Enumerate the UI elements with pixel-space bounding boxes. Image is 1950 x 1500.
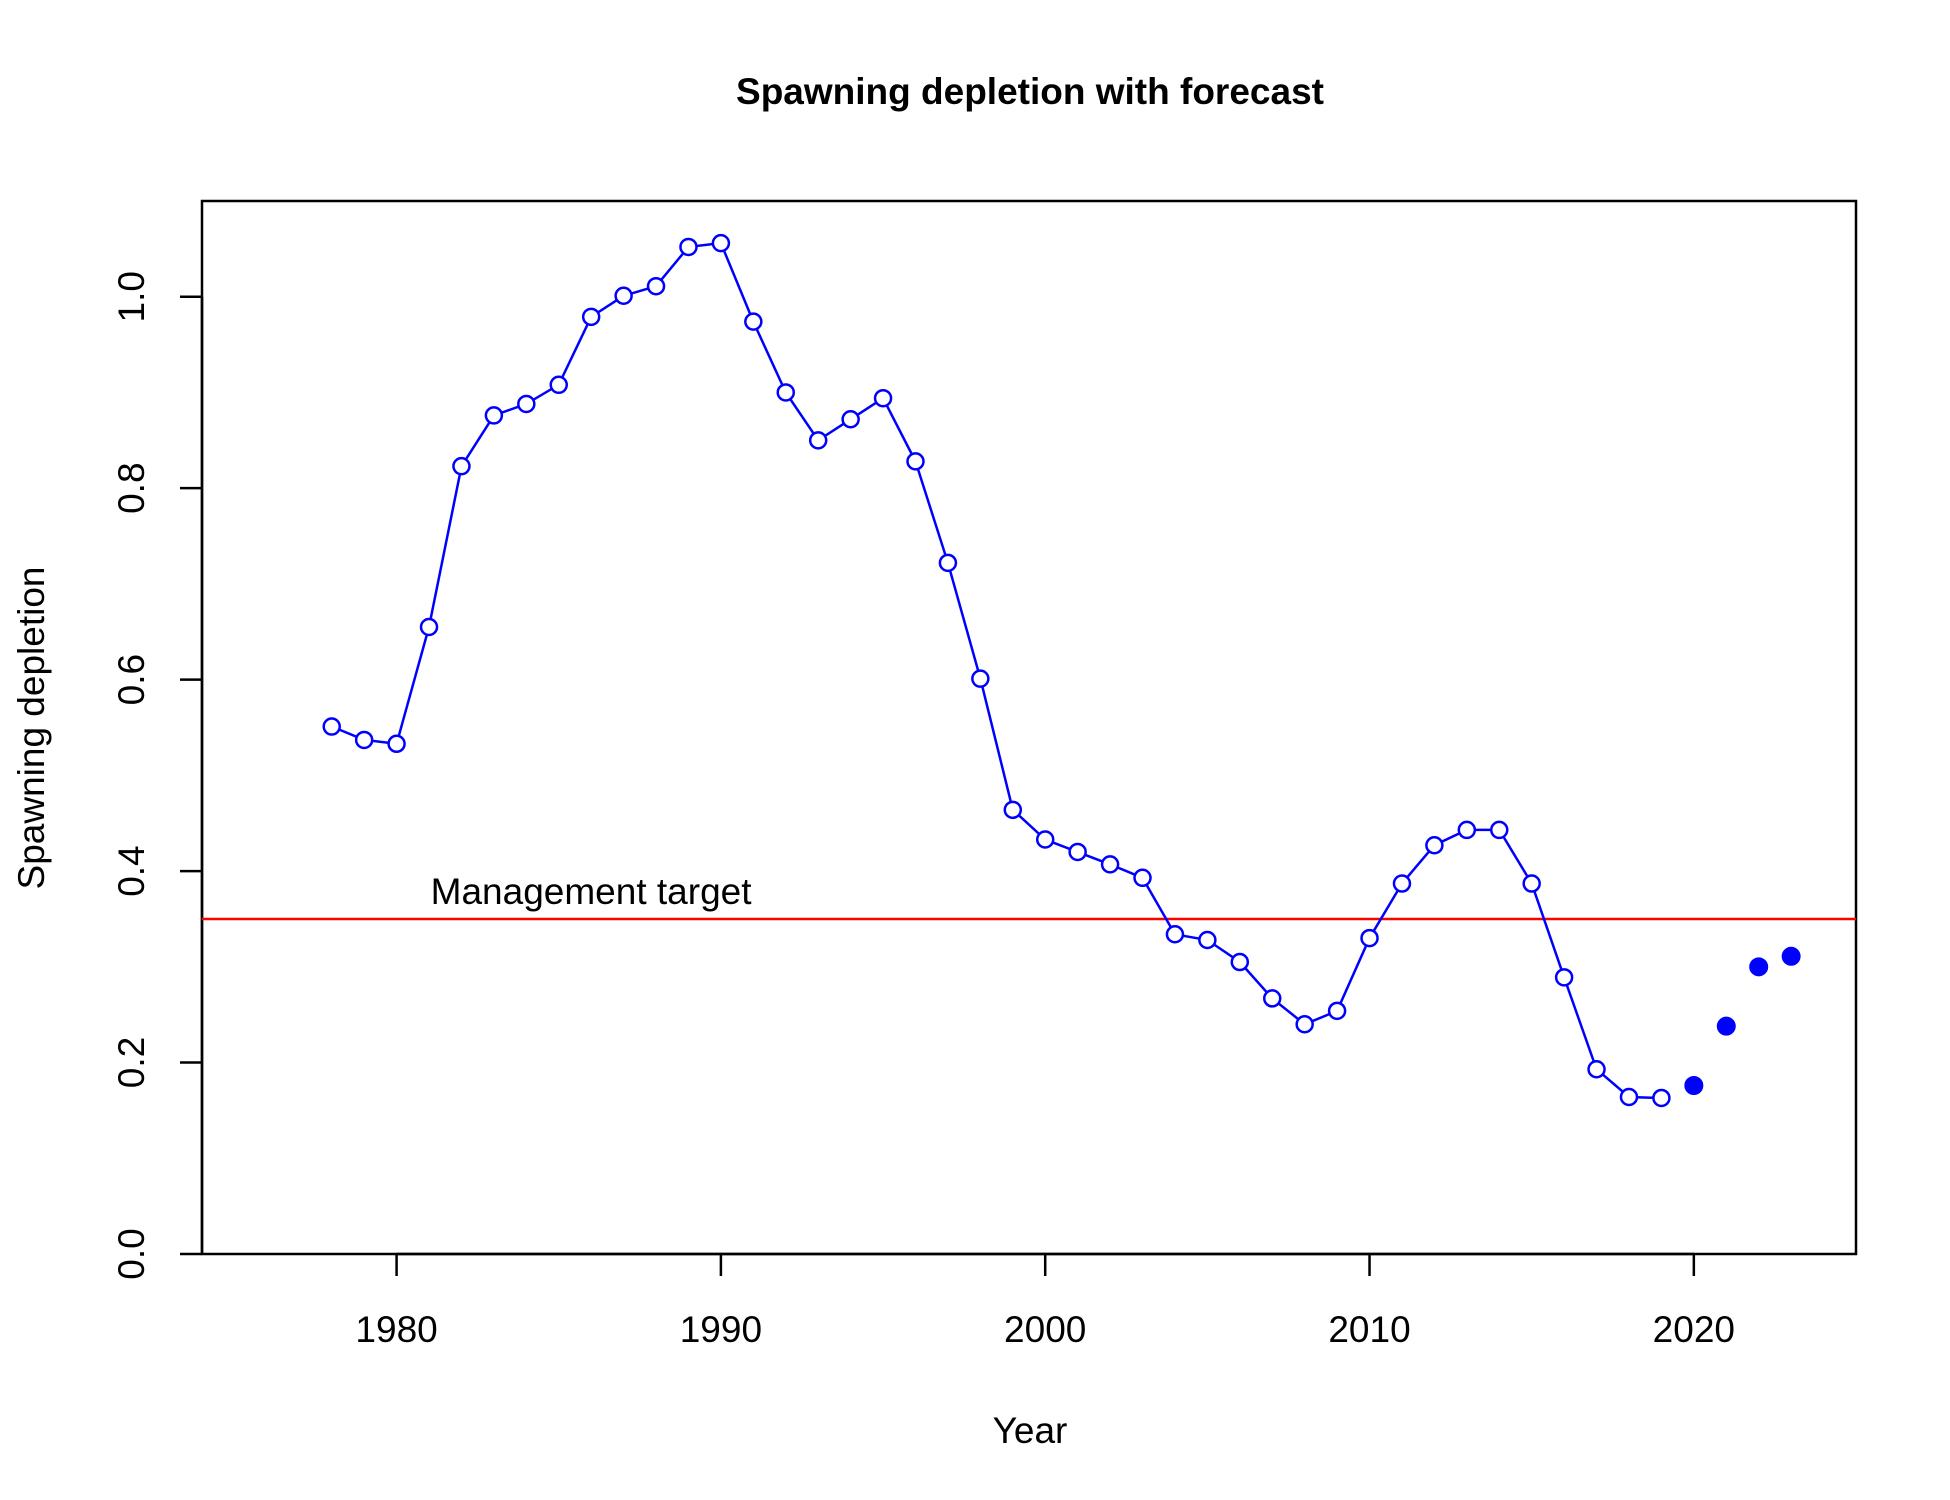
data-point bbox=[1003, 800, 1023, 820]
data-point bbox=[1165, 925, 1185, 944]
data-point bbox=[808, 431, 828, 450]
x-tick-label: 2010 bbox=[1328, 1309, 1410, 1350]
data-point bbox=[1230, 952, 1250, 972]
x-axis: 1980 1990 2000 2010 2020 bbox=[355, 1252, 1735, 1350]
data-point bbox=[354, 730, 374, 750]
data-point bbox=[711, 233, 731, 253]
series-forecast bbox=[1684, 946, 1801, 1096]
x-tick-label: 2020 bbox=[1653, 1309, 1735, 1350]
data-point bbox=[1392, 874, 1412, 893]
series-line bbox=[331, 241, 1662, 1100]
data-point bbox=[1457, 820, 1477, 840]
data-point bbox=[549, 375, 568, 395]
data-point bbox=[1490, 820, 1509, 840]
data-point bbox=[419, 617, 439, 637]
data-point bbox=[614, 286, 633, 306]
y-axis: 0.0 0.2 0.4 0.6 0.8 1.0 bbox=[111, 271, 204, 1280]
forecast-point bbox=[1716, 1016, 1736, 1036]
y-tick-label: 0.8 bbox=[111, 462, 152, 513]
data-point bbox=[646, 276, 666, 296]
data-point bbox=[1587, 1059, 1606, 1079]
x-tick-label: 2000 bbox=[1004, 1309, 1086, 1350]
chart-title: Spawning depletion with forecast bbox=[736, 71, 1324, 112]
data-point bbox=[322, 717, 341, 736]
series-historical bbox=[322, 233, 1671, 1108]
y-tick-label: 0.6 bbox=[111, 654, 152, 705]
x-axis-label: Year bbox=[993, 1410, 1068, 1451]
forecast-point bbox=[1684, 1076, 1704, 1096]
data-point bbox=[1100, 855, 1120, 874]
data-point bbox=[1198, 930, 1217, 950]
y-tick-label: 0.0 bbox=[111, 1228, 152, 1279]
management-target-label: Management target bbox=[431, 871, 753, 912]
data-point bbox=[1652, 1088, 1671, 1108]
data-point bbox=[841, 410, 860, 429]
forecast-point bbox=[1781, 946, 1801, 966]
x-tick-label: 1980 bbox=[355, 1309, 437, 1350]
x-tick-label: 1990 bbox=[680, 1309, 762, 1350]
data-point bbox=[1522, 874, 1541, 893]
data-point bbox=[581, 307, 601, 327]
data-point bbox=[744, 312, 763, 331]
data-point bbox=[452, 456, 471, 476]
data-point bbox=[1360, 928, 1379, 948]
data-point bbox=[1327, 1001, 1347, 1021]
data-point bbox=[1068, 842, 1087, 862]
data-point bbox=[1554, 968, 1574, 987]
data-point bbox=[1295, 1015, 1314, 1034]
data-point bbox=[776, 383, 796, 402]
data-point bbox=[1035, 830, 1055, 849]
data-point bbox=[1425, 835, 1444, 855]
data-point bbox=[517, 394, 536, 414]
plot-frame bbox=[200, 199, 1858, 1256]
y-tick-label: 0.2 bbox=[111, 1037, 152, 1088]
data-point bbox=[971, 669, 990, 688]
data-point bbox=[679, 237, 698, 257]
data-point bbox=[1619, 1087, 1639, 1107]
data-point bbox=[484, 406, 504, 425]
data-point bbox=[1133, 868, 1152, 888]
y-tick-label: 1.0 bbox=[111, 271, 152, 322]
data-point bbox=[873, 388, 893, 408]
data-point bbox=[387, 734, 406, 754]
data-point bbox=[906, 452, 925, 471]
y-axis-label: Spawning depletion bbox=[11, 567, 52, 890]
data-point bbox=[938, 553, 958, 573]
y-tick-label: 0.4 bbox=[111, 845, 152, 896]
data-point bbox=[1262, 989, 1282, 1008]
forecast-point bbox=[1749, 957, 1769, 977]
